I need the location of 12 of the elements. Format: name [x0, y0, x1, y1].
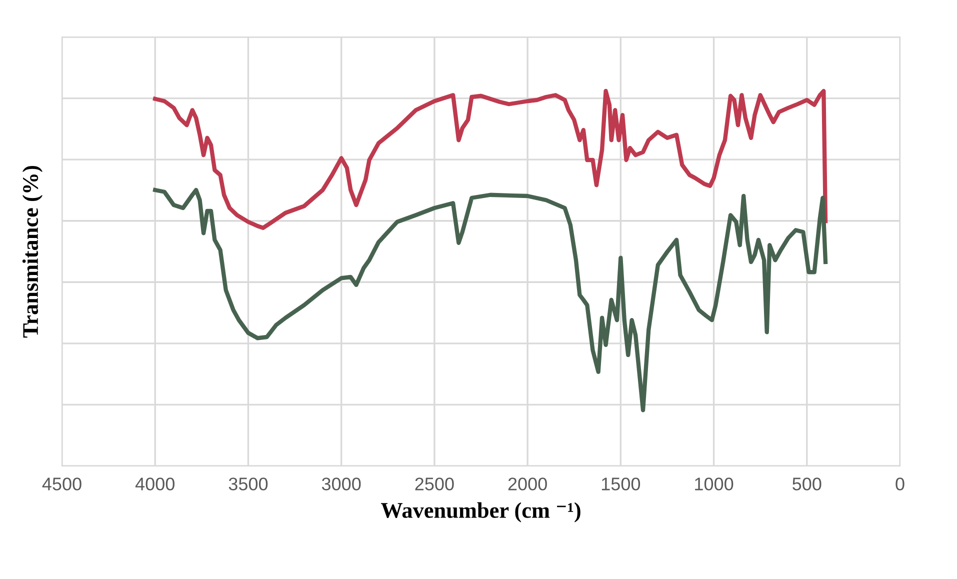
- x-tick-label: 1000: [695, 478, 734, 490]
- x-tick-label: 2500: [415, 478, 454, 490]
- y-axis-title: Transmitance (%): [22, 166, 43, 338]
- x-tick-label: 500: [792, 478, 822, 490]
- x-tick-label: 2000: [508, 478, 547, 490]
- x-tick-label: 1500: [602, 478, 640, 490]
- x-tick-label: 4000: [135, 478, 174, 490]
- x-tick-label: 0: [896, 478, 904, 490]
- x-tick-label: 4500: [42, 478, 82, 490]
- x-axis-title: Wavenumber (cm ⁻¹): [380, 502, 580, 522]
- x-tick-label: 3500: [228, 478, 268, 490]
- x-tick-label: 3000: [322, 478, 361, 490]
